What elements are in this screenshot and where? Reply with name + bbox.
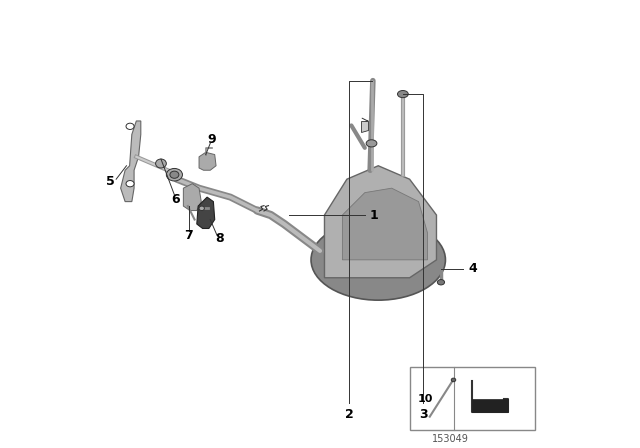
Text: 1: 1 [369, 208, 378, 222]
Text: 7: 7 [184, 228, 193, 242]
Text: 5: 5 [106, 175, 115, 188]
Text: 10: 10 [418, 394, 433, 404]
Text: 6: 6 [172, 193, 180, 206]
Polygon shape [121, 121, 141, 202]
Ellipse shape [366, 140, 377, 147]
Text: 9: 9 [207, 133, 216, 146]
Ellipse shape [451, 378, 456, 382]
Text: 153049: 153049 [431, 434, 468, 444]
FancyBboxPatch shape [410, 367, 535, 430]
Polygon shape [472, 399, 508, 412]
Polygon shape [199, 152, 216, 170]
Ellipse shape [126, 123, 134, 129]
Text: 3: 3 [419, 408, 428, 421]
Polygon shape [361, 121, 369, 132]
Ellipse shape [437, 280, 445, 285]
Ellipse shape [126, 181, 134, 187]
Text: 8: 8 [215, 232, 223, 245]
Text: 2: 2 [345, 408, 353, 421]
Ellipse shape [170, 171, 179, 178]
Ellipse shape [311, 220, 445, 300]
Text: 4: 4 [468, 262, 477, 276]
Ellipse shape [156, 159, 166, 168]
Polygon shape [184, 184, 202, 211]
Polygon shape [197, 197, 215, 228]
Polygon shape [342, 188, 428, 260]
Ellipse shape [166, 168, 182, 181]
Ellipse shape [397, 90, 408, 98]
Ellipse shape [199, 206, 204, 211]
Polygon shape [324, 166, 436, 278]
